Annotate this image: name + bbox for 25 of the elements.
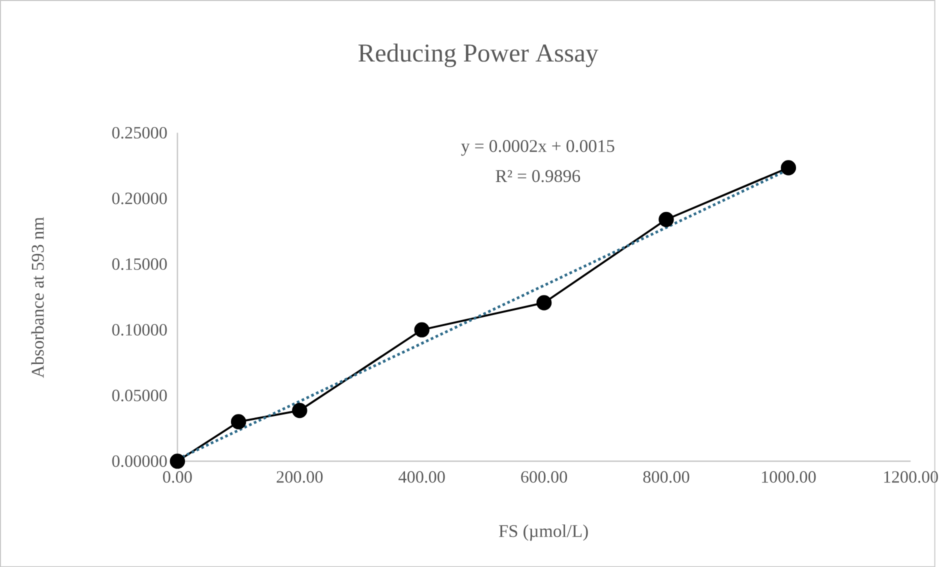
y-tick-label: 0.15000	[112, 258, 167, 270]
chart-title: Reducing Power Assay	[358, 44, 598, 68]
y-tick-label: 0.00000	[112, 455, 167, 467]
x-axis-title: FS (µmol/L)	[498, 524, 588, 541]
x-tick-label: 800.00	[643, 471, 690, 483]
point	[170, 453, 186, 469]
x-tick-label: 600.00	[521, 471, 568, 483]
point	[414, 322, 430, 338]
y-tick-label: 0.10000	[112, 324, 167, 336]
x-tick-label: 1000.00	[762, 471, 816, 483]
point	[780, 160, 796, 176]
x-tick-label: 0.00	[163, 471, 192, 483]
annotation: R² = 0.9896	[496, 170, 580, 182]
y-tick-label: 0.20000	[112, 192, 167, 204]
point	[292, 402, 308, 418]
y-tick-label: 0.25000	[112, 126, 167, 139]
x-tick-label: 400.00	[398, 471, 445, 483]
x-tick-label: 1200.00	[884, 471, 938, 483]
point	[658, 212, 674, 227]
point	[230, 414, 246, 430]
point	[536, 295, 552, 310]
y-tick-label: 0.05000	[112, 390, 167, 402]
x-tick-label: 200.00	[276, 471, 323, 483]
y-axis-title: Absorbance at 593 nm	[31, 217, 44, 378]
annotation: y = 0.0002x + 0.0015	[461, 140, 614, 156]
